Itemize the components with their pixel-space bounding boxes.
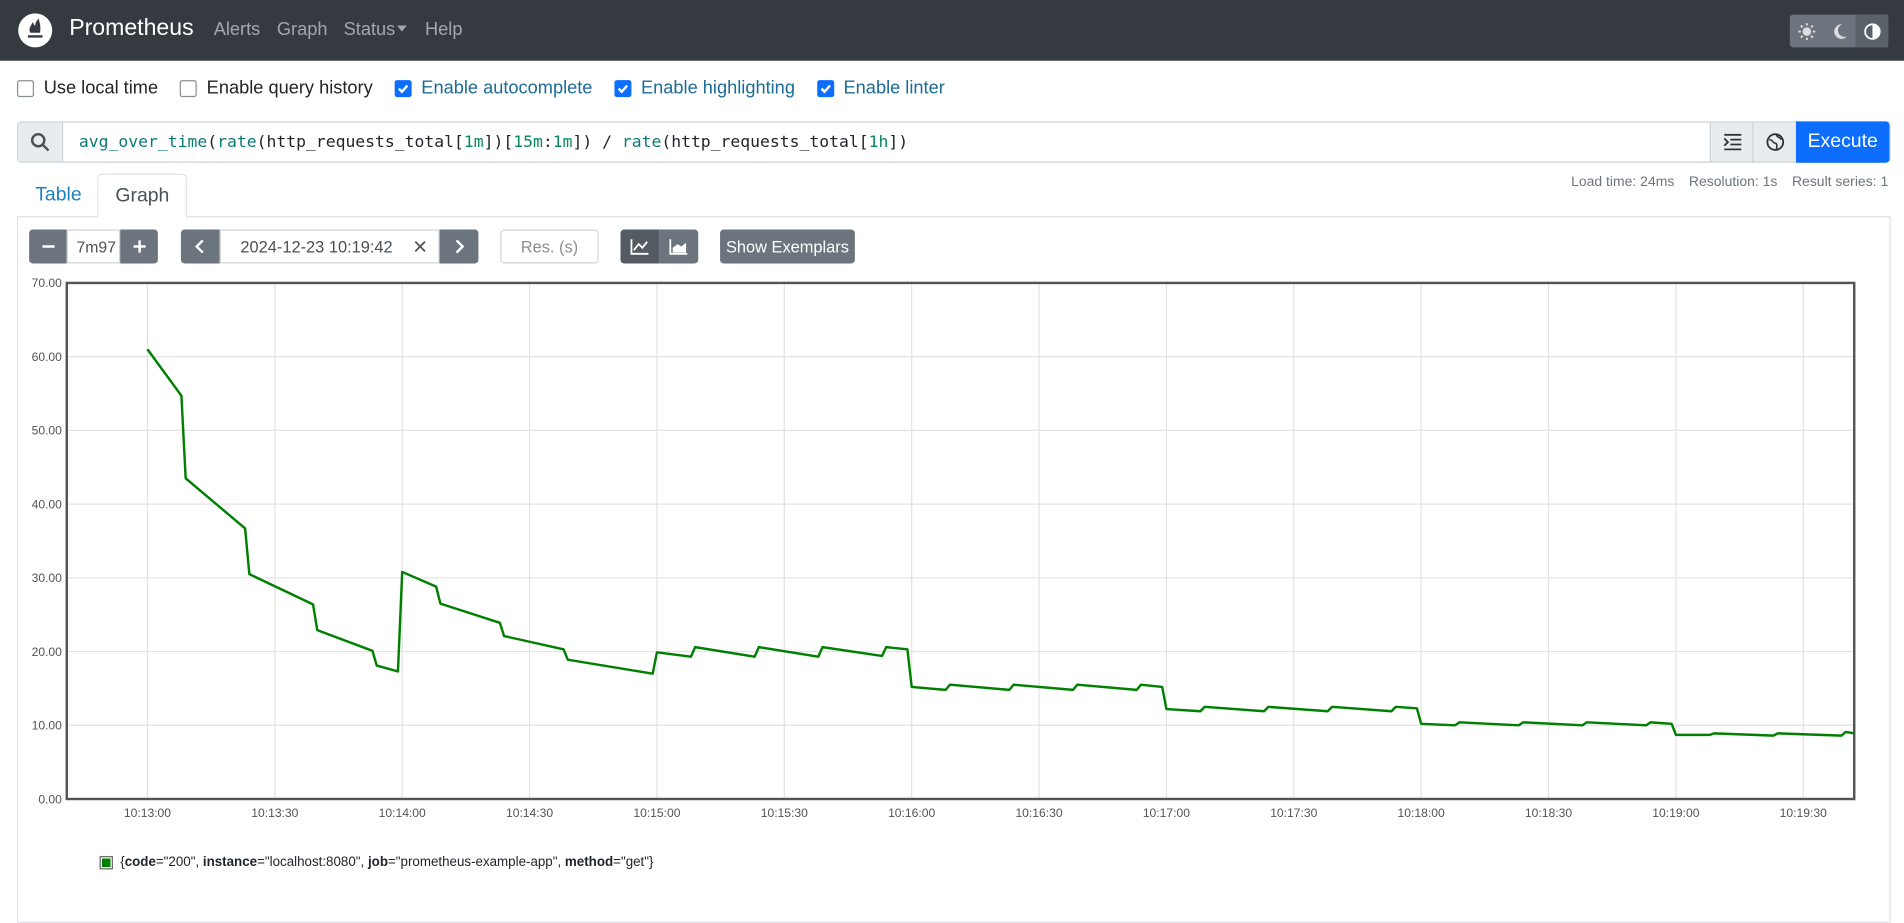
checkbox [614,79,632,97]
plot-border [65,281,1856,801]
query-input[interactable]: avg_over_time(rate(http_requests_total[1… [78,132,909,152]
tab[interactable]: Graph [97,173,188,219]
y-tick-label: 60.00 [32,350,63,364]
x-tick-label: 10:13:30 [251,806,298,820]
theme-toggle [1789,14,1889,48]
x-tick-label: 10:17:00 [1143,806,1190,820]
series-line [146,348,1855,737]
y-tick-label: 20.00 [32,645,63,659]
y-tick-label: 50.00 [32,424,63,438]
x-tick-label: 10:16:30 [1015,806,1062,820]
x-tick-label: 10:13:00 [124,806,171,820]
checkbox [816,79,834,97]
tab[interactable]: Table [35,184,82,206]
end-time-input[interactable]: 2024-12-23 10:19:42 [219,229,440,264]
stacked-mode[interactable] [659,229,699,264]
x-tick-label: 10:14:30 [506,806,553,820]
query-bar: avg_over_time(rate(http_requests_total[1… [17,121,1891,163]
x-tick-label: 10:15:30 [761,806,808,820]
option-label: Use local time [43,77,159,99]
option-label: Enable linter [843,77,945,99]
brand[interactable]: Prometheus [69,15,194,42]
light-theme[interactable] [1790,15,1823,48]
dark-theme[interactable] [1823,15,1856,48]
stat: Load time: 24ms [1571,174,1675,190]
decrease-range[interactable] [29,229,67,264]
legend-label: {code="200", instance="localhost:8080", … [120,854,654,870]
option[interactable]: Enable linter [816,77,945,99]
auto-theme[interactable] [1855,14,1889,48]
checkbox [179,79,197,97]
x-tick-label: 10:15:00 [633,806,680,820]
search-icon [18,122,64,162]
x-tick-label: 10:19:00 [1652,806,1699,820]
x-tick-label: 10:19:30 [1780,806,1827,820]
stat: Result series: 1 [1791,174,1889,190]
x-tick-label: 10:17:30 [1270,806,1317,820]
option-label: Enable autocomplete [421,77,593,99]
resolution-input[interactable]: Res. (s) [500,229,599,264]
y-tick-label: 0.00 [38,792,62,806]
execute-button[interactable]: Execute [1795,121,1890,163]
option[interactable]: Use local time [17,77,159,99]
legend-swatch [99,855,113,869]
legend-item[interactable]: {code="200", instance="localhost:8080", … [99,854,654,870]
nav-link[interactable]: Status [343,19,396,41]
y-tick-label: 70.00 [32,276,63,290]
later-button[interactable] [439,229,479,264]
y-tick-label: 10.00 [32,719,63,733]
option[interactable]: Enable autocomplete [394,77,593,99]
x-tick-label: 10:18:30 [1525,806,1572,820]
dropdown-caret [397,25,407,32]
y-tick-label: 30.00 [32,571,63,585]
line-mode[interactable] [620,229,660,264]
logo[interactable] [17,12,53,48]
nav-link[interactable]: Alerts [213,19,261,41]
options: Use local time Enable query history Enable… [17,77,945,99]
checkbox [394,79,412,97]
option[interactable]: Enable highlighting [614,77,795,99]
navbar: Prometheus Alerts Graph Status Help [0,0,1904,61]
range-input[interactable]: 7m97 [66,229,121,264]
earlier-button[interactable] [180,229,220,264]
x-tick-label: 10:18:00 [1398,806,1445,820]
query-stats: Load time: 24ms Resolution: 1s Result seri… [1571,175,1888,190]
x-tick-label: 10:16:00 [888,806,935,820]
format-button[interactable] [1709,122,1754,162]
x-tick-label: 10:14:00 [379,806,426,820]
y-tick-label: 40.00 [32,497,63,511]
metrics-explorer[interactable] [1752,122,1796,162]
exemplars-button[interactable]: Show Exemplars [720,229,855,264]
stat: Resolution: 1s [1688,174,1778,190]
checkbox [17,79,35,97]
option-label: Enable highlighting [641,77,795,99]
increase-range[interactable] [120,229,158,264]
option-label: Enable query history [206,77,373,99]
nav-link[interactable]: Help [425,19,463,41]
option[interactable]: Enable query history [179,77,373,99]
nav-link[interactable]: Graph [276,19,328,41]
clear-time[interactable] [413,239,428,254]
